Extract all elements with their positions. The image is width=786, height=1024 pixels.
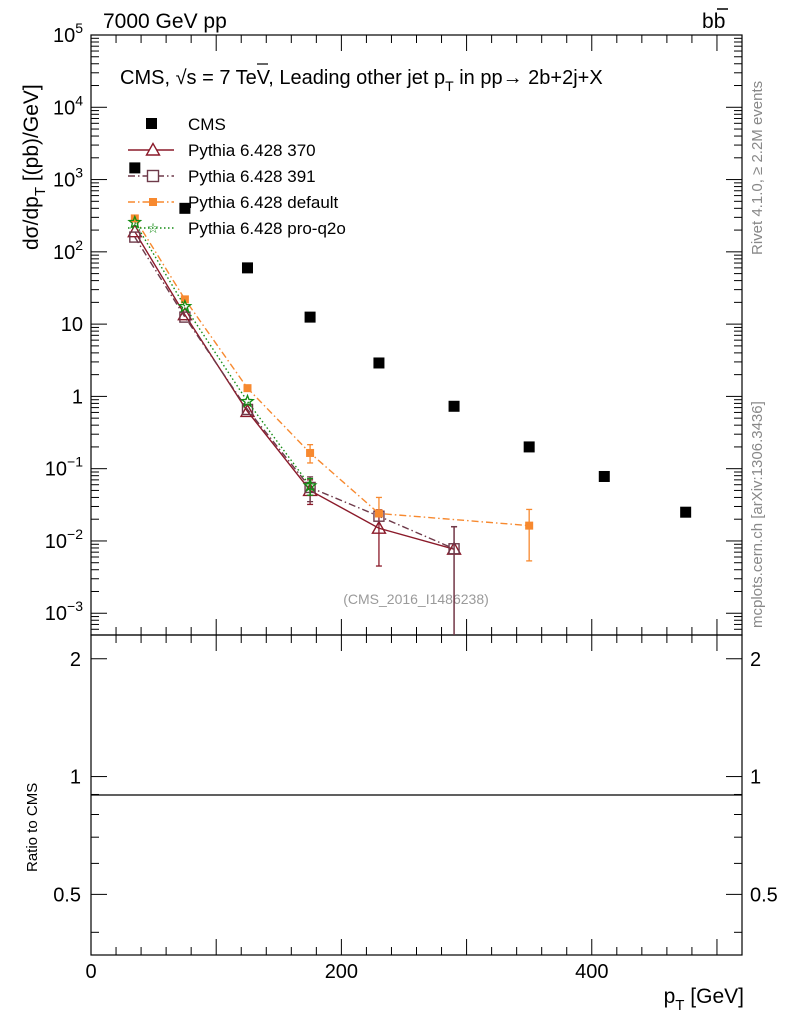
data-point-filled-square [130, 214, 139, 223]
data-point-cms [241, 262, 253, 274]
arrow-icon: → [503, 67, 523, 89]
header-process-label: bb [702, 8, 728, 33]
data-point-triangle [127, 223, 143, 238]
x-tick-label: 400 [575, 961, 608, 983]
legend-label-default: Pythia 6.428 default [188, 193, 339, 212]
data-point-cms [304, 311, 316, 323]
data-point-star [177, 298, 193, 313]
rivet-label: Rivet 4.1.0, ≥ 2.2M events [749, 81, 766, 255]
legend-marker-cms [146, 118, 157, 129]
legend-entry-391: Pythia 6.428 391 [128, 167, 316, 186]
data-point-triangle [239, 403, 256, 418]
legend-marker-391 [146, 169, 160, 183]
legend: CMS Pythia 6.428 370 Pythia 6.428 391 Py… [128, 115, 346, 238]
ratio-tick-label-right: 0.5 [750, 884, 778, 906]
data-point-cms [523, 441, 535, 453]
data-point-star [240, 393, 255, 408]
data-point-triangle [177, 306, 193, 321]
y-axis-label: dσ/dpT [(pb)/GeV] [20, 84, 49, 250]
data-point-open-square [179, 311, 191, 323]
y-tick-label: 104 [53, 92, 83, 119]
data-point-filled-square [306, 448, 315, 457]
legend-label-370: Pythia 6.428 370 [188, 141, 316, 160]
ratio-tick-label-left: 0.5 [53, 884, 81, 906]
series-cms [129, 162, 692, 518]
legend-entry-pro-q2o: ☆ Pythia 6.428 pro-q2o [128, 219, 346, 238]
analysis-id-watermark: (CMS_2016_I1486238) [343, 591, 489, 607]
series-line [134, 218, 530, 527]
ratio-tick-label-right: 2 [750, 649, 761, 671]
series-line [134, 236, 455, 550]
data-point-cms [179, 202, 191, 214]
series-line [134, 222, 311, 487]
legend-label-391: Pythia 6.428 391 [188, 167, 316, 186]
header-energy-label: 7000 GeV pp [103, 10, 227, 33]
data-point-open-square [448, 543, 460, 555]
data-point-cms [680, 506, 692, 518]
data-point-star [302, 477, 318, 493]
x-tick-label: 0 [85, 961, 96, 983]
data-point-filled-square [374, 509, 383, 518]
plot-title: CMS, √s = 7 TeV, Leading other jet pT in… [120, 67, 603, 94]
data-point-open-square [129, 231, 141, 243]
legend-label-cms: CMS [188, 115, 226, 134]
ratio-axis-label: Ratio to CMS [24, 783, 41, 872]
legend-label-pro-q2o: Pythia 6.428 pro-q2o [188, 219, 346, 238]
y-tick-label: 1 [72, 386, 83, 408]
y-tick-label: 103 [53, 165, 83, 192]
series-pythia-6-428-default [130, 214, 534, 562]
series-pythia-6-428-pro-q2o [127, 214, 318, 496]
series-layer [127, 162, 692, 635]
y-tick-label: 105 [53, 20, 83, 47]
data-point-cms [598, 470, 610, 482]
legend-marker-default [149, 198, 157, 206]
header-bbar: b [714, 10, 726, 33]
ratio-tick-label-left: 1 [70, 767, 81, 789]
legend-entry-370: Pythia 6.428 370 [128, 141, 316, 160]
ratio-tick-label-right: 1 [750, 767, 761, 789]
y-tick-label: 10−2 [45, 526, 83, 553]
data-point-triangle [371, 520, 387, 534]
y-tick-label: 10 [61, 314, 83, 336]
x-tick-label: 200 [325, 961, 358, 983]
series-line [134, 231, 455, 550]
data-point-cms [448, 400, 460, 412]
series-pythia-6-428-391 [129, 231, 460, 635]
legend-marker-370 [145, 142, 161, 156]
x-axis-label: pT [GeV] [664, 985, 744, 1014]
y-tick-label: 10−1 [45, 454, 83, 481]
data-point-cms [129, 162, 141, 174]
legend-entry-cms: CMS [146, 115, 226, 134]
ratio-tick-label-left: 2 [70, 649, 81, 671]
ratio-tick-labels: 2 2 1 1 0.5 0.5 [53, 649, 778, 907]
legend-entry-default: Pythia 6.428 default [128, 193, 339, 212]
data-point-filled-square [243, 384, 252, 393]
y-tick-label: 102 [53, 237, 83, 264]
data-point-cms [373, 357, 385, 369]
x-tick-labels: 0 200 400 [85, 961, 608, 983]
title-subscript: T [445, 78, 454, 94]
data-point-filled-square [525, 521, 534, 530]
y-tick-label: 10−3 [45, 598, 83, 625]
mcplots-label: mcplots.cern.ch [arXiv:1306.3436] [749, 401, 766, 628]
data-point-star [127, 214, 143, 229]
title-s: s [187, 67, 197, 89]
legend-marker-pro-q2o: ☆ [147, 220, 160, 236]
y-tick-labels: 10−3 10−2 10−1 1 10 102 103 104 105 [45, 20, 83, 625]
series-pythia-6-428-370 [127, 223, 462, 635]
svg-text:bb: bb [702, 10, 725, 33]
